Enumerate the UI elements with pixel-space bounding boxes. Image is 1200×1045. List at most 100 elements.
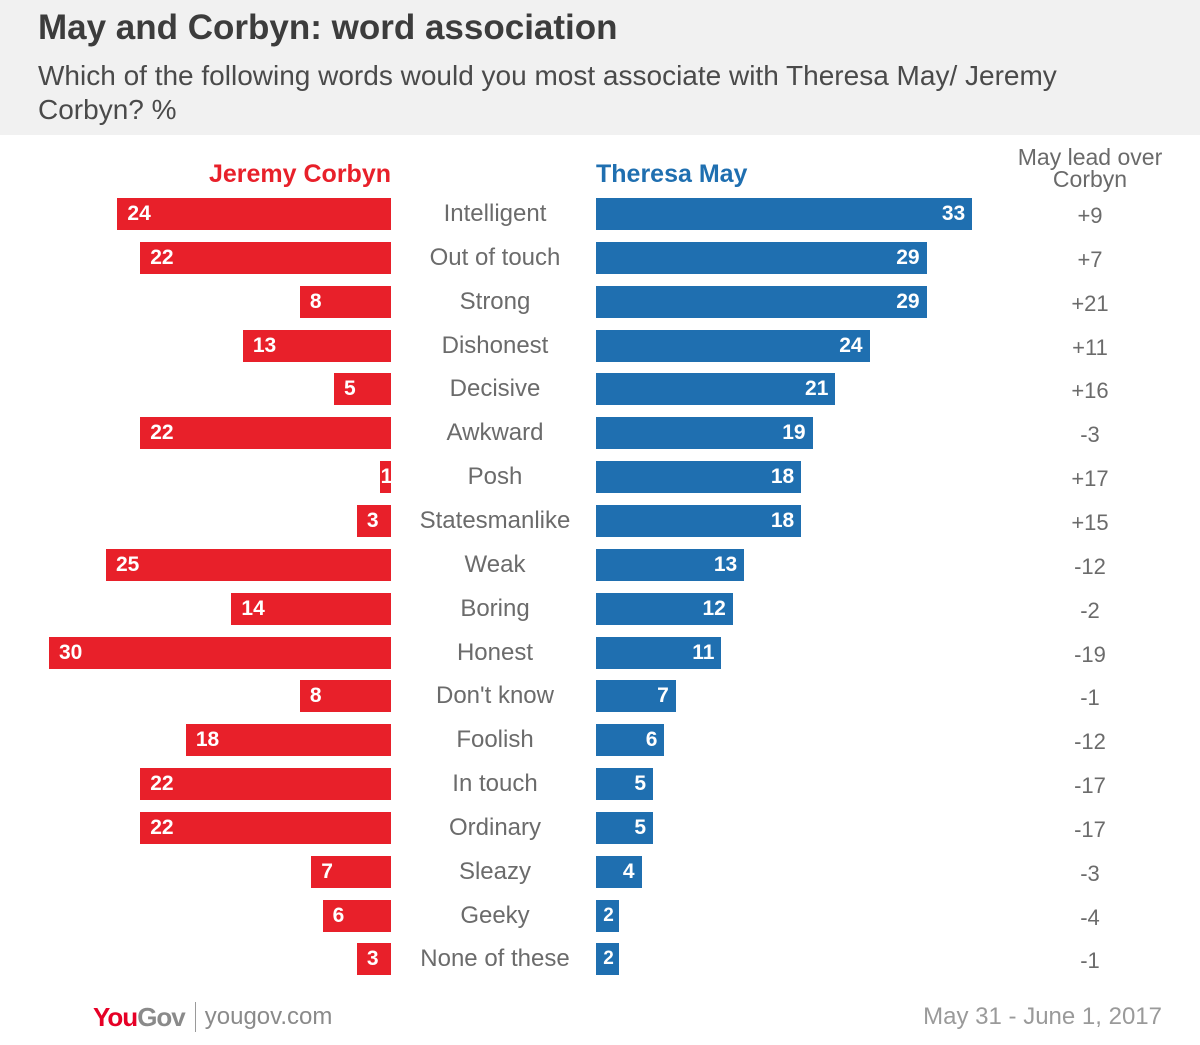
lead-value: +17 — [1071, 466, 1109, 492]
value-label-may: 2 — [603, 948, 614, 970]
value-label-corbyn: 22 — [150, 815, 174, 839]
chart-row: 24 Intelligent 33 +9 — [0, 198, 1200, 230]
category-label: In touch — [452, 770, 538, 798]
value-label-corbyn: 14 — [241, 596, 265, 620]
header: May and Corbyn: word association Which o… — [0, 0, 1200, 135]
chart-row: 8 Don't know 7 -1 — [0, 680, 1200, 713]
bar-corbyn: 22 — [140, 417, 391, 450]
value-label-corbyn: 18 — [195, 728, 220, 752]
chart-row: 3 None of these 2 -1 — [0, 943, 1200, 976]
bar-may: 29 — [596, 285, 927, 318]
value-label-corbyn: 3 — [366, 947, 379, 971]
value-label-corbyn: 22 — [150, 772, 174, 796]
category-label: Geeky — [460, 901, 530, 929]
lead-value: +21 — [1071, 290, 1109, 316]
lead-value: +9 — [1077, 203, 1103, 228]
bar-may: 5 — [596, 768, 653, 801]
value-label-corbyn: 3 — [366, 508, 379, 532]
value-label-corbyn: 8 — [309, 684, 322, 708]
footer-url: yougov.com — [204, 1003, 333, 1030]
value-label-may: 33 — [941, 202, 966, 225]
legend-may: Theresa May — [596, 160, 748, 188]
bar-may: 4 — [596, 855, 642, 888]
lead-value: -17 — [1074, 816, 1106, 842]
category-label: Don't know — [436, 682, 554, 710]
chart-row: 22 In touch 5 -17 — [0, 768, 1200, 801]
bar-may: 2 — [596, 943, 619, 976]
bar-corbyn: 22 — [140, 768, 391, 801]
lead-value: -1 — [1080, 685, 1100, 711]
bar-corbyn: 3 — [356, 504, 391, 537]
value-label-corbyn: 5 — [344, 377, 356, 401]
value-label-may: 19 — [782, 421, 806, 445]
bar-corbyn: 5 — [334, 373, 391, 406]
chart-row: 13 Dishonest 24 +11 — [0, 329, 1200, 362]
bar-may: 6 — [596, 724, 665, 757]
chart-row: 14 Boring 12 -2 — [0, 592, 1200, 625]
chart-row: 8 Strong 29 +21 — [0, 285, 1200, 318]
category-label: Dishonest — [441, 331, 549, 359]
chart-subtitle: Which of the following words would you m… — [38, 60, 1057, 125]
value-label-may: 12 — [702, 596, 726, 620]
bar-corbyn: 6 — [322, 899, 391, 932]
lead-value: -2 — [1080, 597, 1100, 623]
category-label: Intelligent — [443, 200, 547, 227]
bar-corbyn: 3 — [356, 943, 391, 976]
category-label: Weak — [464, 550, 526, 578]
bar-may: 13 — [596, 548, 745, 581]
bar-corbyn: 7 — [311, 855, 391, 888]
bar-may: 21 — [596, 373, 836, 406]
chart-row: 25 Weak 13 -12 — [0, 548, 1200, 581]
value-label-may: 7 — [657, 684, 669, 708]
chart-row: 3 Statesmanlike 18 +15 — [0, 504, 1200, 537]
chart-row: 18 Foolish 6 -12 — [0, 724, 1200, 757]
chart-row: 30 Honest 11 -19 — [0, 636, 1200, 669]
value-label-corbyn: 13 — [252, 333, 277, 357]
lead-value: -4 — [1080, 904, 1100, 930]
lead-value: +11 — [1072, 334, 1108, 360]
lead-value: -3 — [1080, 860, 1100, 886]
lead-value: -12 — [1074, 553, 1106, 579]
value-label-may: 11 — [692, 640, 715, 664]
bar-may: 12 — [596, 592, 733, 625]
chart-row: 7 Sleazy 4 -3 — [0, 855, 1200, 888]
lead-column-header: May lead over Corbyn — [1017, 144, 1163, 192]
legend-corbyn: Jeremy Corbyn — [208, 160, 391, 188]
category-label: Strong — [459, 287, 531, 315]
chart-row: 22 Out of touch 29 +7 — [0, 241, 1200, 274]
bar-may: 24 — [596, 329, 870, 362]
chart-row: 5 Decisive 21 +16 — [0, 373, 1200, 406]
bar-corbyn: 18 — [185, 724, 391, 757]
lead-value: -12 — [1074, 729, 1106, 755]
footer-date: May 31 - June 1, 2017 — [923, 1003, 1162, 1030]
value-label-corbyn: 30 — [59, 640, 83, 664]
chart-row: 6 Geeky 2 -4 — [0, 899, 1200, 932]
category-label: Sleazy — [458, 857, 532, 885]
value-label-corbyn: 22 — [150, 245, 174, 269]
bar-corbyn: 8 — [299, 285, 391, 318]
bar-may: 11 — [596, 636, 722, 669]
value-label-may: 2 — [603, 904, 614, 926]
value-label-may: 18 — [770, 465, 795, 489]
category-label: Foolish — [456, 726, 534, 754]
category-label: Out of touch — [429, 243, 561, 271]
bar-may: 29 — [596, 241, 927, 274]
value-label-corbyn: 24 — [127, 202, 151, 225]
value-label-corbyn: 6 — [332, 903, 345, 927]
category-label: Awkward — [446, 419, 544, 447]
bar-corbyn: 22 — [140, 811, 391, 844]
category-label: Honest — [456, 638, 534, 666]
category-label: Decisive — [449, 375, 541, 403]
lead-value: +15 — [1071, 509, 1109, 535]
lead-value: -17 — [1074, 773, 1106, 799]
category-label: Posh — [467, 463, 523, 491]
value-label-corbyn: 22 — [150, 421, 174, 445]
lead-value: -1 — [1080, 948, 1100, 974]
bar-corbyn: 1 — [379, 461, 392, 494]
chart-row: 1 Posh 18 +17 — [0, 461, 1200, 494]
bar-corbyn: 25 — [106, 548, 391, 581]
value-label-corbyn: 8 — [309, 289, 322, 313]
category-label: Ordinary — [448, 813, 542, 841]
bar-may: 2 — [596, 899, 619, 932]
chart-title: May and Corbyn: word association — [38, 8, 618, 47]
